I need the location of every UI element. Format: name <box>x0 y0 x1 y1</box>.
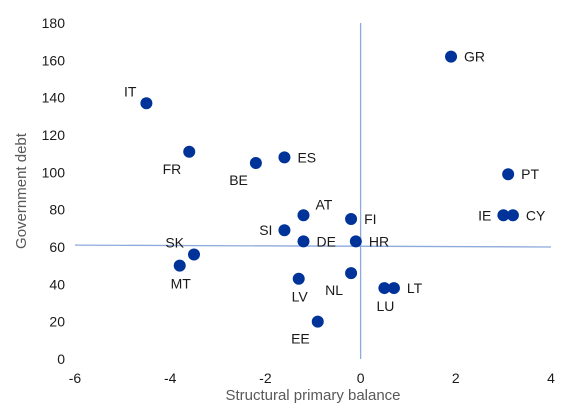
label-sk: SK <box>165 234 184 250</box>
label-nl: NL <box>325 282 343 298</box>
label-lu: LU <box>376 298 394 314</box>
y-tick-label: 80 <box>49 202 65 218</box>
point-de <box>297 235 310 248</box>
horizontal-reference-line <box>74 244 552 248</box>
point-lu <box>378 282 391 295</box>
point-it <box>140 97 153 110</box>
label-fi: FI <box>364 211 376 227</box>
y-tick-label: 20 <box>49 314 65 330</box>
y-tick-label: 160 <box>42 52 66 68</box>
x-tick-label: -2 <box>259 370 272 386</box>
y-tick-label: 180 <box>42 15 66 31</box>
point-at <box>297 209 310 222</box>
point-ee <box>311 315 324 328</box>
y-tick-label: 60 <box>49 239 65 255</box>
point-cy <box>506 209 519 222</box>
data-points <box>140 50 519 328</box>
x-axis-ticks: -6 -4 -2 0 2 4 <box>69 370 555 386</box>
label-it: IT <box>124 83 137 99</box>
y-tick-label: 40 <box>49 276 65 292</box>
label-cy: CY <box>526 207 546 223</box>
point-pt <box>502 168 515 181</box>
label-at: AT <box>315 196 332 212</box>
label-ie: IE <box>478 207 491 223</box>
label-gr: GR <box>464 49 485 65</box>
point-ie <box>497 209 510 222</box>
y-tick-label: 120 <box>42 127 66 143</box>
x-tick-label: 2 <box>452 370 460 386</box>
y-tick-label: 100 <box>42 164 66 180</box>
y-axis-title: Government debt <box>13 132 30 249</box>
x-tick-label: 4 <box>547 370 555 386</box>
point-hr <box>349 235 362 248</box>
label-mt: MT <box>171 276 192 292</box>
point-gr <box>445 50 458 63</box>
point-es <box>278 151 291 164</box>
reference-lines <box>74 23 552 359</box>
y-tick-label: 140 <box>42 90 66 106</box>
y-axis-ticks: 0 20 40 60 80 100 120 140 160 180 <box>42 15 66 367</box>
label-fr: FR <box>163 161 182 177</box>
label-pt: PT <box>521 166 539 182</box>
label-lt: LT <box>407 280 423 296</box>
point-lv <box>292 272 305 285</box>
point-lt <box>387 282 400 295</box>
label-es: ES <box>297 149 316 165</box>
label-lv: LV <box>292 289 309 305</box>
point-fi <box>345 213 358 225</box>
point-fr <box>183 145 196 158</box>
point-si <box>278 224 291 237</box>
label-ee: EE <box>291 331 310 347</box>
label-be: BE <box>229 172 248 188</box>
point-sk <box>188 248 200 261</box>
point-nl <box>345 267 358 280</box>
label-hr: HR <box>369 233 389 249</box>
x-tick-label: -6 <box>69 370 82 386</box>
label-de: DE <box>316 233 335 249</box>
point-be <box>249 157 262 169</box>
point-mt <box>173 259 186 272</box>
point-labels: GR IT FR BE ES PT IE CY AT FI SI DE HR SK MT LV NL LU LT EE <box>124 49 546 347</box>
label-si: SI <box>259 222 272 238</box>
x-axis-title: Structural primary balance <box>225 387 400 404</box>
y-tick-label: 0 <box>57 351 65 367</box>
x-tick-label: 0 <box>357 370 365 386</box>
x-tick-label: -4 <box>164 370 177 386</box>
